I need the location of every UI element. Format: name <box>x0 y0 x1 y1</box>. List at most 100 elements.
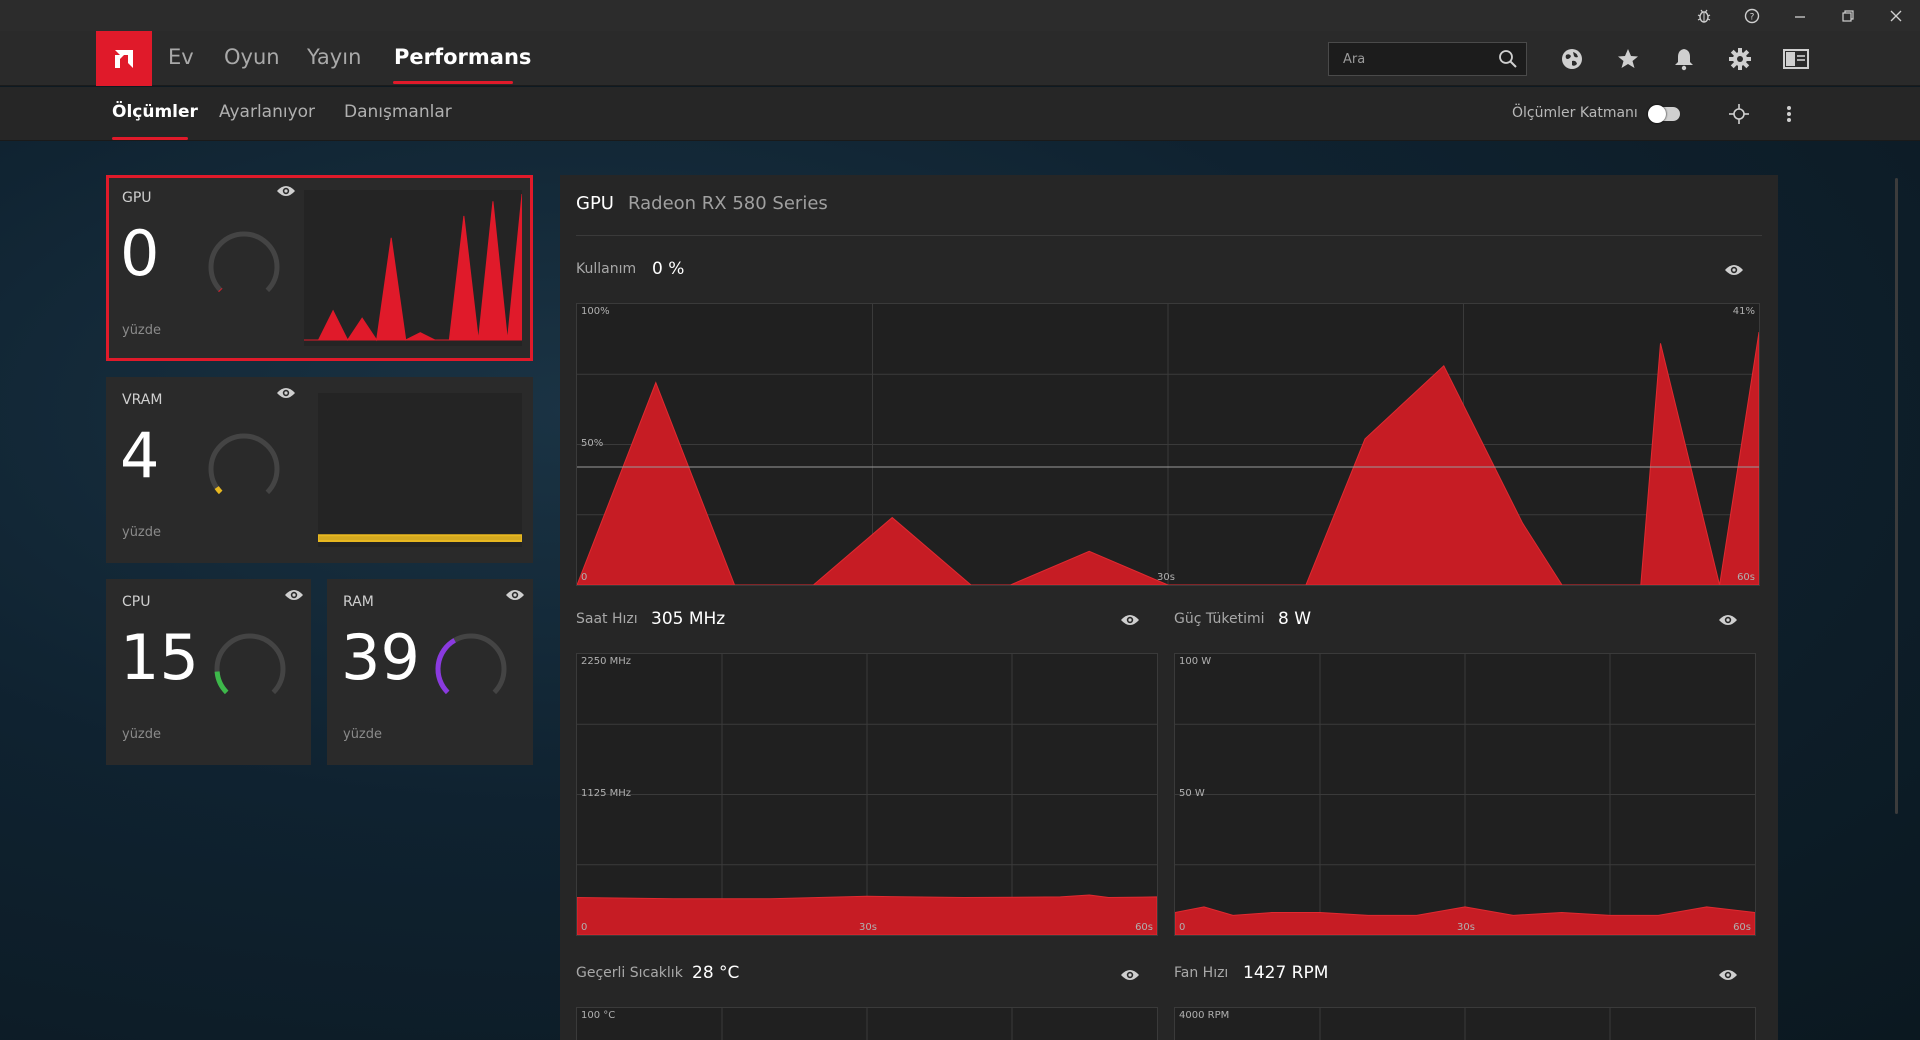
ram-metric-tile[interactable]: RAM 39 yüzde <box>327 579 533 765</box>
gauge-track <box>214 633 286 695</box>
visibility-eye-icon[interactable] <box>276 385 296 404</box>
usage-visibility-eye-icon[interactable] <box>1724 262 1744 281</box>
restore-icon[interactable] <box>1824 0 1872 31</box>
fan-speed-value: 1427 RPM <box>1243 963 1329 983</box>
tile-unit: yüzde <box>122 727 162 742</box>
main-navigation: Ev Oyun Yayın Performans <box>0 31 1920 86</box>
power-consumption-label: Güç Tüketimi <box>1174 611 1265 627</box>
gauge-fill <box>435 638 456 695</box>
usage-x-max-label: 60s <box>1737 572 1755 583</box>
gpu-mini-graph <box>304 190 523 346</box>
subtab-advisors[interactable]: Danışmanlar <box>344 102 452 122</box>
gauge-fill <box>214 486 223 495</box>
power-y-mid-label: 50 W <box>1179 788 1205 799</box>
sidebar-panel-icon[interactable] <box>1782 45 1810 73</box>
ram-gauge <box>435 633 507 695</box>
gpu-detail-panel: GPU Radeon RX 580 Series Kullanım 0 % 10… <box>560 175 1778 1040</box>
minimize-icon[interactable] <box>1776 0 1824 31</box>
fan-visibility-eye-icon[interactable] <box>1718 967 1738 986</box>
mini-graph-area <box>317 534 523 542</box>
temperature-chart: 100 °C <box>576 1007 1158 1040</box>
tile-label: CPU <box>122 594 151 610</box>
tile-unit: yüzde <box>122 323 162 338</box>
clock-x-max-label: 60s <box>1135 922 1153 933</box>
close-icon[interactable] <box>1872 0 1920 31</box>
temp-y-max-label: 100 °C <box>581 1010 616 1021</box>
nav-tab-streaming[interactable]: Yayın <box>307 45 362 69</box>
panel-divider <box>576 235 1762 236</box>
settings-gear-icon[interactable] <box>1726 45 1754 73</box>
nav-tab-home[interactable]: Ev <box>168 45 194 69</box>
search-icon[interactable] <box>1498 49 1518 73</box>
usage-current-label: 41% <box>1732 306 1755 317</box>
clock-visibility-eye-icon[interactable] <box>1120 612 1140 631</box>
nav-tab-gaming[interactable]: Oyun <box>224 45 280 69</box>
tile-unit: yüzde <box>122 525 162 540</box>
vram-gauge <box>208 433 280 495</box>
crosshair-icon[interactable] <box>1728 103 1750 129</box>
clock-y-max-label: 2250 MHz <box>581 656 632 667</box>
subtab-metrics[interactable]: Ölçümler <box>112 102 198 122</box>
gpu-metric-tile[interactable]: GPU 0 yüzde <box>106 175 533 361</box>
search-box[interactable] <box>1328 42 1527 76</box>
search-input[interactable] <box>1329 43 1489 75</box>
tile-label: VRAM <box>122 392 163 408</box>
tile-label: GPU <box>122 190 152 206</box>
vram-metric-tile[interactable]: VRAM 4 yüzde <box>106 377 533 563</box>
series-area <box>1175 906 1755 935</box>
chart-plot <box>1319 1008 1611 1040</box>
chart-plot <box>577 654 1157 935</box>
power-consumption-value: 8 W <box>1278 609 1312 629</box>
usage-value: 0 % <box>652 259 685 279</box>
temperature-value: 28 °C <box>692 963 740 983</box>
amd-logo-icon[interactable] <box>96 31 152 86</box>
chart-plot <box>577 304 1759 585</box>
window-title-bar: ? <box>0 0 1920 31</box>
visibility-eye-icon[interactable] <box>276 183 296 202</box>
clock-x-mid-label: 30s <box>859 922 877 933</box>
nav-tab-performance[interactable]: Performans <box>394 45 532 69</box>
metrics-overlay-toggle[interactable] <box>1648 105 1680 123</box>
tile-value: 15 <box>120 621 199 694</box>
gauge-track <box>208 433 280 495</box>
more-options-icon[interactable] <box>1786 103 1792 129</box>
series-area <box>577 332 1759 585</box>
subtab-active-indicator <box>112 137 188 140</box>
clock-speed-label: Saat Hızı <box>576 611 638 627</box>
cpu-metric-tile[interactable]: CPU 15 yüzde <box>106 579 311 765</box>
usage-chart: 100% 50% 0 30s 60s 41% <box>576 303 1760 586</box>
metrics-overlay-label: Ölçümler Katmanı <box>1512 105 1638 121</box>
power-x-max-label: 60s <box>1733 922 1751 933</box>
tile-value: 0 <box>120 217 160 290</box>
bug-report-icon[interactable] <box>1680 0 1728 31</box>
gauge-fill <box>214 671 229 695</box>
tile-label: RAM <box>343 594 374 610</box>
tile-value: 39 <box>341 621 420 694</box>
fan-y-max-label: 4000 RPM <box>1179 1010 1230 1021</box>
cpu-gauge <box>214 633 286 695</box>
vram-mini-graph-svg <box>317 534 523 542</box>
tile-value: 4 <box>120 419 160 492</box>
power-x-mid-label: 30s <box>1457 922 1475 933</box>
page-scrollbar[interactable] <box>1895 178 1898 814</box>
chart-plot <box>721 1008 1013 1040</box>
clock-speed-value: 305 MHz <box>651 609 726 629</box>
gpu-device-name: Radeon RX 580 Series <box>628 193 828 214</box>
visibility-eye-icon[interactable] <box>284 587 304 606</box>
power-consumption-chart: 100 W 50 W 0 30s 60s <box>1174 653 1756 936</box>
subtab-tuning[interactable]: Ayarlanıyor <box>219 102 316 122</box>
power-visibility-eye-icon[interactable] <box>1718 612 1738 631</box>
globe-icon[interactable] <box>1558 45 1586 73</box>
help-icon[interactable]: ? <box>1728 0 1776 31</box>
temperature-visibility-eye-icon[interactable] <box>1120 967 1140 986</box>
usage-y-max-label: 100% <box>581 306 610 317</box>
clock-y-min-label: 0 <box>581 922 588 933</box>
favorites-star-icon[interactable] <box>1614 45 1642 73</box>
mini-graph-area <box>304 193 523 342</box>
visibility-eye-icon[interactable] <box>505 587 525 606</box>
usage-x-mid-label: 30s <box>1157 572 1175 583</box>
notifications-bell-icon[interactable] <box>1670 45 1698 73</box>
usage-label: Kullanım <box>576 261 637 277</box>
clock-y-mid-label: 1125 MHz <box>581 788 632 799</box>
fan-speed-label: Fan Hızı <box>1174 965 1229 981</box>
